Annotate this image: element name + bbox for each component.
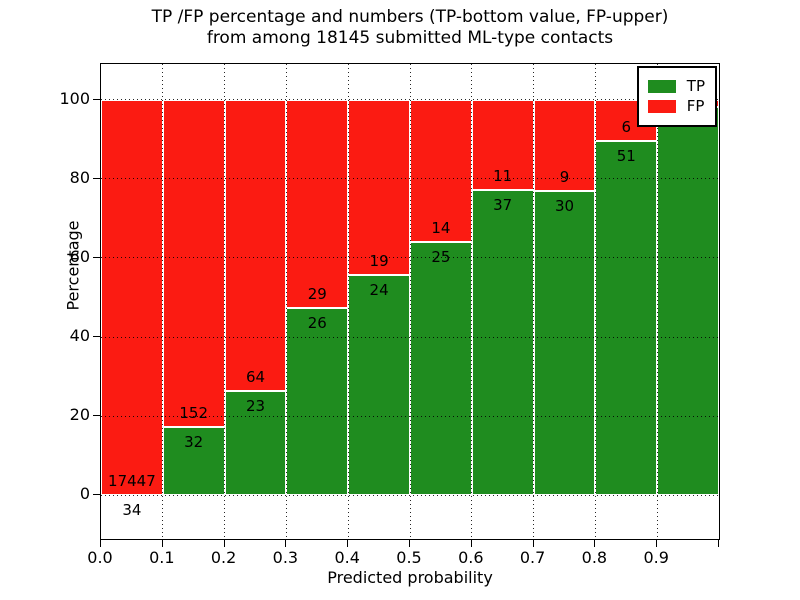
- tp-legend-swatch: [647, 80, 676, 93]
- x-axis-tick: [409, 540, 410, 547]
- y-tick-label: 40: [69, 326, 90, 346]
- tp-count-label: 51: [616, 147, 636, 166]
- bar-segment-tp: [348, 274, 410, 496]
- bar-segment-tp: [533, 190, 596, 496]
- vertical-gridline: [347, 64, 349, 539]
- tp-count-label: 32: [184, 432, 204, 451]
- bar-segment-fp: [410, 99, 472, 242]
- x-tick-label: 0.0: [87, 548, 113, 567]
- vertical-gridline: [224, 64, 226, 539]
- x-tick-label: 0.9: [643, 548, 669, 567]
- y-axis-tick: [93, 256, 100, 258]
- chart-title-line1: TP /FP percentage and numbers (TP-bottom…: [151, 7, 669, 27]
- vertical-gridline: [533, 64, 535, 539]
- grid-layer: [101, 64, 719, 539]
- x-tick-label: 0.7: [519, 548, 546, 567]
- fp-count-label: 152: [179, 403, 209, 422]
- y-axis-tick: [93, 98, 100, 100]
- fp-legend-swatch: [647, 100, 676, 113]
- bars-layer: [101, 64, 719, 539]
- legend-label: TP: [686, 77, 705, 95]
- vertical-gridline: [162, 64, 164, 539]
- x-axis-tick: [161, 540, 163, 547]
- plot-area: 1744734152326423292619241425113793065111…: [100, 63, 720, 540]
- x-axis-tick: [470, 540, 472, 547]
- legend-row: TP: [647, 77, 705, 95]
- tp-count-label: 34: [122, 500, 142, 519]
- x-axis-tick: [347, 540, 349, 547]
- fp-count-label: 11: [493, 167, 513, 186]
- x-tick-label: 0.3: [272, 548, 299, 567]
- bar-segment-fp: [348, 99, 410, 275]
- x-tick-label: 0.1: [149, 548, 175, 567]
- x-axis-tick: [594, 540, 596, 547]
- x-axis-tick: [718, 540, 719, 547]
- vertical-gridline: [594, 64, 596, 539]
- tp-count-label: 26: [307, 314, 327, 333]
- bar-labels-layer: 1744734152326423292619241425113793065111…: [101, 64, 719, 539]
- y-tick-label: 60: [69, 246, 90, 266]
- bar-segment-fp: [286, 99, 349, 309]
- fp-count-label: 6: [621, 118, 632, 137]
- x-axis-tick: [656, 540, 658, 547]
- horizontal-gridline: [101, 415, 719, 417]
- bar-segment-fp: [533, 99, 596, 191]
- y-axis-tick: [93, 336, 100, 338]
- horizontal-gridline: [101, 494, 719, 496]
- horizontal-gridline: [101, 336, 719, 338]
- vertical-gridline: [409, 64, 411, 539]
- fp-count-label: 9: [559, 167, 570, 186]
- fp-count-label: 29: [307, 285, 327, 304]
- legend-label: FP: [686, 97, 705, 115]
- fp-count-label: 14: [431, 218, 451, 237]
- bar-segment-fp: [471, 99, 534, 191]
- x-tick-label: 0.5: [396, 548, 422, 567]
- vertical-gridline: [656, 64, 658, 539]
- y-tick-label: 0: [79, 484, 90, 504]
- y-axis-tick: [93, 415, 100, 417]
- horizontal-gridline: [101, 257, 719, 259]
- vertical-gridline: [285, 64, 287, 539]
- horizontal-gridline: [101, 178, 719, 180]
- y-tick-label: 20: [69, 405, 90, 425]
- tp-count-label: 24: [369, 280, 389, 299]
- y-axis-tick: [93, 177, 100, 179]
- x-tick-label: 0.2: [210, 548, 237, 567]
- legend: TP FP: [636, 66, 717, 127]
- tp-count-label: 25: [431, 247, 451, 266]
- fp-count-label: 64: [245, 367, 266, 386]
- horizontal-gridline: [101, 99, 719, 101]
- x-axis-tick: [285, 540, 287, 547]
- bar-segment-tp: [657, 106, 719, 496]
- fp-count-label: 19: [369, 251, 389, 270]
- y-tick-label: 100: [59, 88, 90, 108]
- y-tick-label: 80: [69, 167, 90, 187]
- y-axis-tick: [93, 494, 100, 496]
- vertical-gridline: [471, 64, 473, 539]
- chart-title-line2: from among 18145 submitted ML-type conta…: [206, 28, 614, 48]
- x-tick-label: 0.8: [581, 548, 608, 567]
- x-tick-label: 0.6: [458, 548, 484, 567]
- legend-row: FP: [647, 97, 705, 115]
- chart-title: TP /FP percentage and numbers (TP-bottom…: [100, 7, 720, 49]
- bar-segment-tp: [286, 308, 349, 496]
- tp-count-label: 30: [554, 196, 575, 215]
- x-tick-label: 0.4: [334, 548, 360, 567]
- fp-count-label: 17447: [108, 471, 156, 490]
- x-axis-label: Predicted probability: [327, 568, 493, 587]
- x-axis-tick: [100, 540, 101, 547]
- x-axis-tick: [532, 540, 534, 547]
- tp-count-label: 23: [245, 396, 266, 415]
- tp-count-label: 37: [493, 196, 513, 215]
- x-axis-tick: [223, 540, 225, 547]
